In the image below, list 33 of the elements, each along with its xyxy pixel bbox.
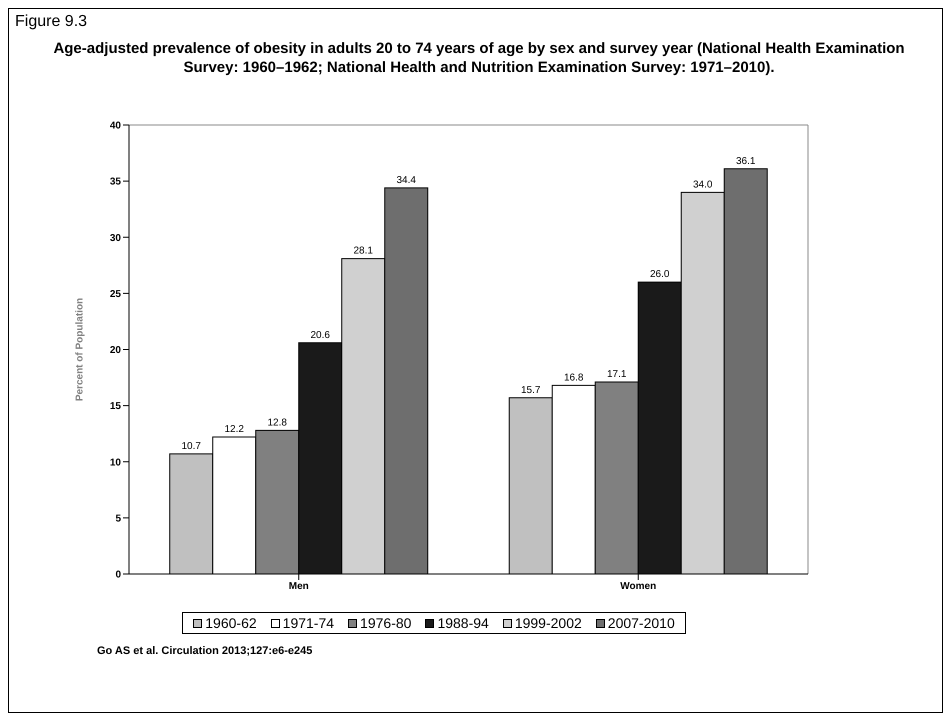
y-tick-label: 20: [110, 345, 122, 356]
y-tick-label: 15: [110, 401, 122, 412]
text: Go AS et al. Circulation 2013;127:e6-e245: [97, 645, 312, 657]
data-label: 15.7: [521, 384, 541, 396]
y-tick-label: 25: [110, 288, 122, 300]
data-label: 20.6: [310, 330, 330, 341]
chart-title: Age-adjusted prevalence of obesity in adults 20 to 74 years of age by sex and survey year (National Health Examination Survey: 1960–1962; National Health and Nutrition Examination Survey: 1971–2010).: [52, 39, 906, 77]
y-tick-label: 0: [115, 570, 122, 581]
data-label: 12.2: [224, 424, 244, 436]
y-tick-label: 35: [110, 176, 122, 188]
data-label: 26.0: [650, 269, 670, 280]
data-label: 17.1: [607, 369, 627, 380]
data-label: 10.7: [182, 440, 202, 452]
legend-label: 1976-80: [360, 615, 412, 631]
y-axis-title: Percent of Population: [74, 298, 86, 402]
legend-label: 1999-2002: [514, 615, 582, 631]
data-label: 28.1: [354, 246, 374, 257]
caption: Figure 9.3: [15, 13, 88, 31]
legend-label: 1960-62: [205, 615, 257, 631]
data-label: 34.0: [693, 179, 713, 190]
y-tick-label: 40: [110, 120, 122, 132]
legend-label: 1971-74: [282, 615, 334, 631]
data-label: 34.4: [396, 174, 416, 186]
data-label: 36.1: [736, 156, 756, 167]
legend-label: 2007-2010: [608, 615, 675, 631]
y-tick-label: 30: [110, 232, 122, 244]
x-tick-label: Men: [288, 581, 309, 592]
y-tick-label: 10: [110, 457, 122, 468]
legend-label: 1988-94: [437, 615, 489, 631]
y-tick-label: 5: [115, 513, 122, 524]
x-tick-label: Women: [620, 581, 656, 592]
data-label: 16.8: [564, 372, 584, 384]
data-label: 12.8: [268, 417, 288, 428]
